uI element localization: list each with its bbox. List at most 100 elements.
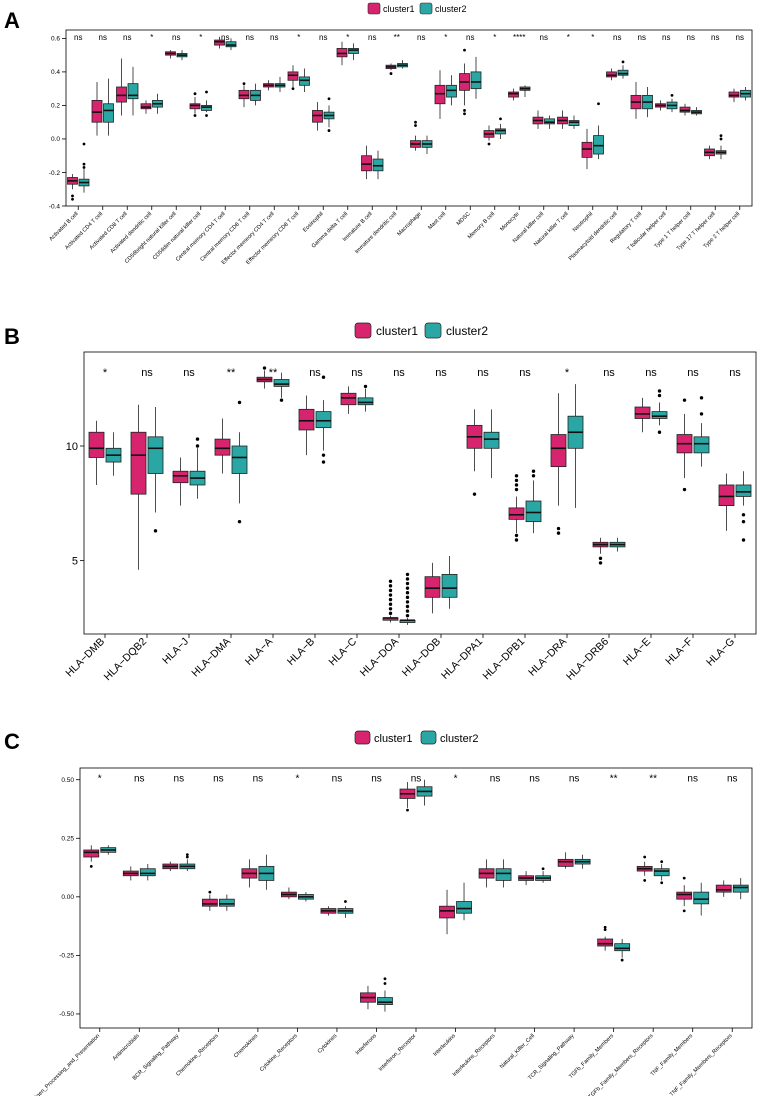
box-cluster2 <box>127 83 139 100</box>
significance-label: ns <box>736 33 744 42</box>
x-tick-label: Chemokines <box>233 1033 259 1059</box>
significance-label: ns <box>174 774 185 785</box>
panel-b: B cluster1 cluster2 5 10 HLA−DMB * HLA−DQB2 n… <box>4 322 757 683</box>
significance-label: * <box>295 774 299 785</box>
box-cluster1 <box>728 91 740 98</box>
box-cluster2 <box>225 41 237 48</box>
outlier-point <box>699 396 704 400</box>
legend-b: cluster1 cluster2 <box>354 322 488 339</box>
outlier-point <box>499 117 502 121</box>
significance-label: * <box>493 33 496 42</box>
outlier-point <box>208 890 212 894</box>
box-cluster1 <box>550 434 567 468</box>
significance-label: * <box>454 774 458 785</box>
significance-label: ns <box>253 774 264 785</box>
legend-swatch-cluster2 <box>419 2 433 15</box>
x-tick-label: TNF_Family_Members_Receptors <box>669 1033 734 1096</box>
significance-label: ns <box>519 367 531 379</box>
outlier-point <box>205 90 208 94</box>
box-cluster1 <box>676 891 693 900</box>
significance-label: ns <box>123 33 131 42</box>
outlier-point <box>185 853 189 857</box>
box-cluster1 <box>434 84 446 105</box>
box-cluster2 <box>218 898 235 907</box>
outlier-point <box>388 597 393 602</box>
outlier-point <box>621 60 625 64</box>
x-tick-label: TNF_Family_Members <box>650 1033 695 1078</box>
outlier-point <box>414 124 417 127</box>
y-tick-label: 0.4 <box>51 69 60 76</box>
outlier-point <box>279 398 284 402</box>
outlier-point <box>620 958 624 962</box>
outlier-point <box>388 593 393 597</box>
y-tick-label: -0.2 <box>49 170 61 177</box>
outlier-point <box>82 166 86 169</box>
x-tick-label: TGFb_Family_Members_Receptors <box>587 1033 654 1096</box>
x-tick-label: Eosinophil <box>302 211 324 233</box>
significance-label: ** <box>394 33 400 42</box>
x-tick-label: Cytokine_Receptors <box>259 1033 299 1073</box>
box-cluster1 <box>508 91 519 98</box>
x-tick-label: MDSC <box>456 211 472 227</box>
box-cluster2 <box>495 128 506 135</box>
box-cluster1 <box>715 884 732 893</box>
x-tick-label: HLA−DMA <box>189 636 233 680</box>
x-tick-label: BCR_Signaling_Pathway <box>132 1033 181 1082</box>
significance-label: ns <box>727 774 738 785</box>
box-cluster1 <box>718 484 735 507</box>
x-tick-label: TCR_Signaling_Pathway <box>527 1033 575 1081</box>
outlier-point <box>472 492 477 496</box>
x-tick-label: HLA−DOA <box>358 636 401 679</box>
x-tick-label: Macrophage <box>396 211 422 237</box>
outlier-point <box>237 519 242 524</box>
outlier-point <box>514 487 519 492</box>
box-cluster1 <box>424 576 441 598</box>
box-cluster2 <box>525 500 542 523</box>
outlier-point <box>405 591 410 595</box>
outlier-point <box>699 412 704 416</box>
significance-label: ns <box>687 367 699 379</box>
panel-label-a: A <box>4 8 20 33</box>
outlier-point <box>463 48 466 52</box>
significance-label: ns <box>435 367 447 379</box>
significance-label: ns <box>662 33 670 42</box>
box-cluster1 <box>116 86 127 103</box>
box-cluster1 <box>634 406 651 419</box>
y-tick-label: 0.6 <box>51 36 60 43</box>
box-cluster1 <box>172 470 189 484</box>
x-tick-label: Cytokines <box>317 1033 339 1055</box>
x-tick-label: Chemokine_Receptors <box>175 1033 220 1078</box>
box-cluster1 <box>140 103 152 110</box>
outlier-point <box>383 977 387 981</box>
significance-label: ns <box>417 33 425 42</box>
outlier-point <box>643 879 647 882</box>
y-tick-label: 0.2 <box>51 103 60 110</box>
box-cluster1 <box>606 71 617 78</box>
x-tick-label: HLA−DRA <box>526 636 569 679</box>
outlier-point <box>556 526 561 531</box>
box-cluster1 <box>83 849 100 858</box>
outlier-point <box>242 82 246 86</box>
outlier-point <box>237 400 242 405</box>
box-cluster2 <box>103 103 114 123</box>
box-cluster2 <box>446 84 457 98</box>
x-tick-label: Interleukins_Receptors <box>452 1033 497 1078</box>
significance-label: * <box>444 33 447 42</box>
significance-label: ns <box>393 367 405 379</box>
box-cluster2 <box>273 379 290 387</box>
significance-label: ** <box>269 367 278 379</box>
significance-label: ns <box>540 33 548 42</box>
significance-label: **** <box>513 33 525 42</box>
outlier-point <box>405 572 410 577</box>
box-cluster2 <box>231 445 248 474</box>
box-cluster1 <box>557 858 574 867</box>
box-cluster1 <box>201 898 218 907</box>
significance-label: * <box>567 33 570 42</box>
box-cluster2 <box>651 411 668 419</box>
significance-label: * <box>98 774 102 785</box>
outlier-point <box>487 142 491 146</box>
plot-frame-a <box>65 29 753 207</box>
panel-label-b: B <box>4 324 20 349</box>
x-tick-label: Interferons <box>355 1033 378 1056</box>
outlier-point <box>531 474 536 478</box>
